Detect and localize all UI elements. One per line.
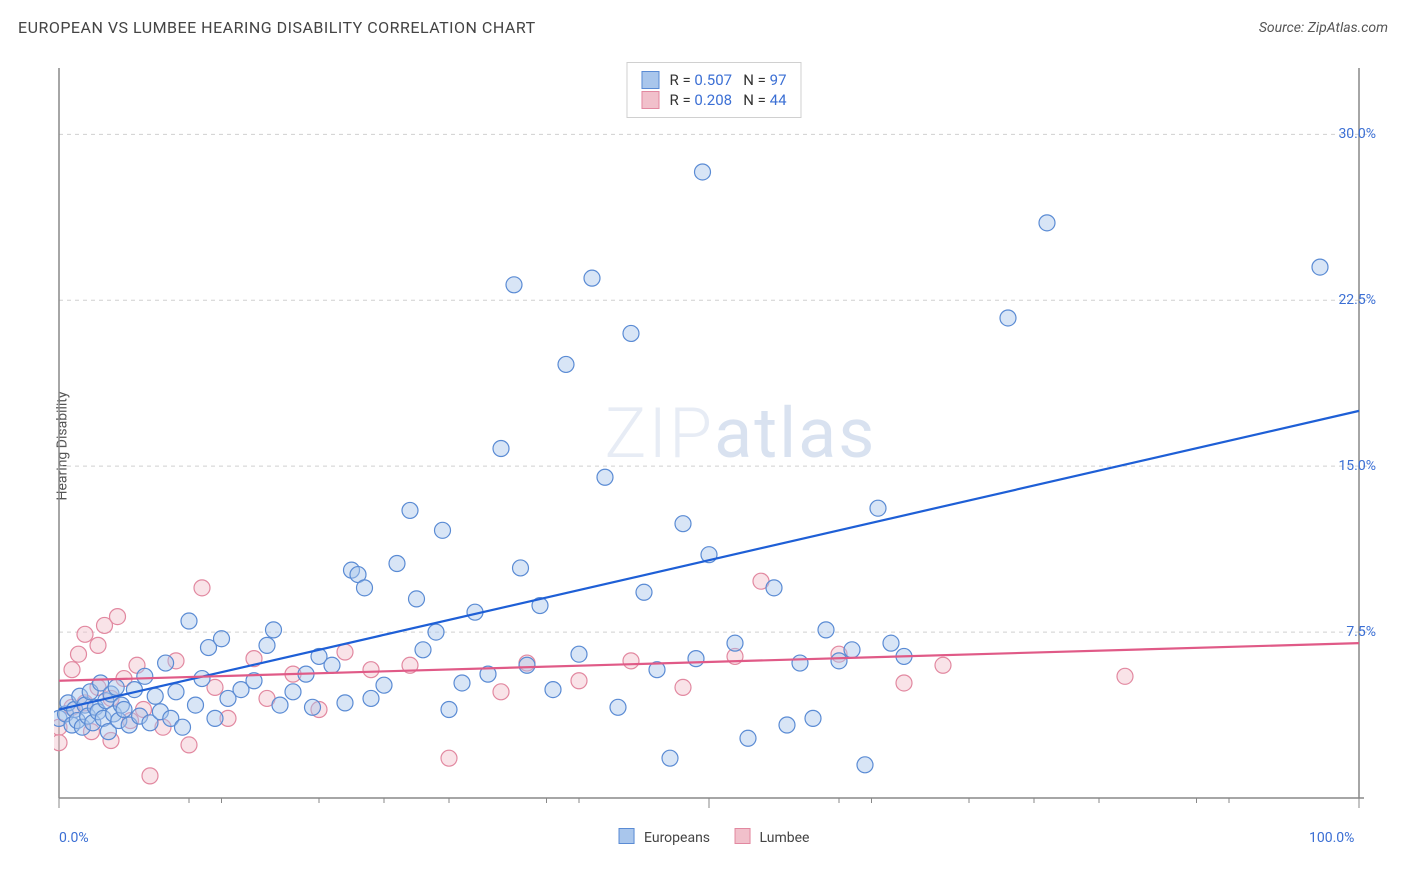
legend-stats-row: R = 0.208 N = 44 [641,91,786,109]
legend-swatch-lumbee [734,828,750,844]
legend-stats-row: R = 0.507 N = 97 [641,71,786,89]
legend-categories: Europeans Lumbee [619,828,810,846]
legend-swatch-lumbee [641,91,659,109]
x-tick-label: 100.0% [1309,830,1354,846]
chart-source: Source: ZipAtlas.com [1259,20,1388,36]
legend-swatch-europeans [641,71,659,89]
y-tick-label: 7.5% [1346,624,1376,640]
scatter-plot: ZIPatlas R = 0.507 N = 97 R = 0.208 N = … [54,58,1374,818]
y-tick-label: 22.5% [1338,292,1376,308]
chart-title: EUROPEAN VS LUMBEE HEARING DISABILITY CO… [18,18,536,37]
legend-item: Europeans [619,828,711,846]
y-tick-label: 15.0% [1338,458,1376,474]
legend-item: Lumbee [734,828,809,846]
legend-stats: R = 0.507 N = 97 R = 0.208 N = 44 [626,62,801,118]
x-tick-label: 0.0% [59,830,89,846]
y-tick-label: 30.0% [1338,126,1376,142]
plot-svg [54,58,1374,818]
chart-header: EUROPEAN VS LUMBEE HEARING DISABILITY CO… [18,18,1388,37]
legend-swatch-europeans [619,828,635,844]
